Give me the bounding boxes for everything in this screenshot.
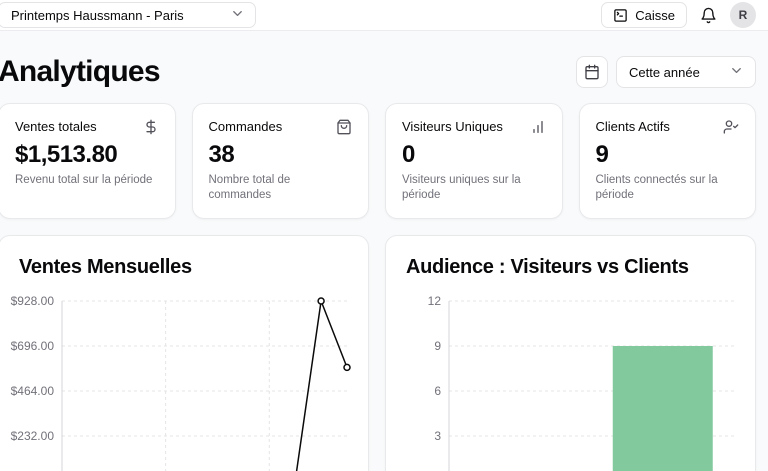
ventes-mensuelles-chart-area: $232.00$464.00$696.00$928.00JanFévMarAvr… — [7, 291, 351, 471]
svg-text:$696.00: $696.00 — [11, 339, 55, 353]
bell-icon — [700, 7, 717, 24]
stat-card-ventes-totales: Ventes totales $1,513.80 Revenu total su… — [0, 103, 176, 219]
dollar-sign-icon — [143, 119, 159, 135]
audience-card: Audience : Visiteurs vs Clients 36912Vis… — [385, 234, 756, 471]
ventes-mensuelles-chart: $232.00$464.00$696.00$928.00JanFévMarAvr… — [11, 294, 351, 471]
svg-text:6: 6 — [434, 384, 441, 398]
stat-card-clients-actifs: Clients Actifs 9 Clients connectés sur l… — [578, 103, 756, 219]
audience-chart: 36912VisiteursClients — [428, 294, 734, 471]
chevron-down-icon — [729, 63, 744, 81]
stat-description: Clients connectés sur la période — [595, 174, 718, 201]
caisse-button[interactable]: Caisse — [601, 2, 687, 28]
stat-card-visiteurs-uniques: Visiteurs Uniques 0 Visiteurs uniques su… — [385, 103, 563, 219]
stat-label: Commandes — [208, 119, 283, 134]
svg-text:12: 12 — [428, 294, 442, 308]
period-selector[interactable]: Cette année — [616, 56, 756, 88]
chevron-down-icon — [230, 6, 245, 24]
bar-chart-icon — [530, 119, 546, 135]
calendar-button[interactable] — [576, 56, 608, 88]
svg-text:3: 3 — [434, 429, 441, 443]
stat-description: Revenu total sur la période — [15, 174, 153, 186]
stat-value: 9 — [595, 141, 609, 168]
terminal-icon — [613, 8, 628, 23]
page-header: Analytiques Cette année — [0, 55, 756, 89]
chart-title-audience: Audience : Visiteurs vs Clients — [406, 255, 689, 278]
user-check-icon — [723, 119, 739, 135]
page-title: Analytiques — [0, 55, 161, 88]
avatar[interactable]: R — [730, 2, 756, 28]
svg-text:$232.00: $232.00 — [11, 429, 55, 443]
charts-grid: Ventes Mensuelles $232.00 $464.00 $696.00 $… — [0, 234, 756, 471]
chart-title-ventes-mensuelles: Ventes Mensuelles — [19, 255, 192, 278]
stat-label: Ventes totales — [15, 119, 97, 134]
calendar-icon — [584, 64, 600, 80]
stat-label: Visiteurs Uniques — [402, 119, 503, 134]
stat-description: Visiteurs uniques sur la période — [402, 174, 521, 201]
stat-value: $1,513.80 — [15, 141, 118, 168]
audience-chart-area: 36912VisiteursClients — [394, 291, 735, 471]
main-content: Analytiques Cette année Ventes t — [0, 31, 768, 471]
topbar: Printemps Haussmann - Paris Caisse R — [0, 0, 768, 31]
caisse-button-label: Caisse — [635, 7, 675, 23]
stat-value: 0 — [402, 141, 415, 168]
svg-text:$928.00: $928.00 — [11, 294, 55, 308]
topbar-actions: Caisse R — [601, 2, 756, 28]
store-selector[interactable]: Printemps Haussmann - Paris — [0, 2, 256, 28]
stats-grid: Ventes totales $1,513.80 Revenu total su… — [0, 103, 756, 219]
store-selector-value: Printemps Haussmann - Paris — [11, 7, 184, 23]
header-controls: Cette année — [576, 56, 756, 88]
shopping-bag-icon — [336, 119, 352, 135]
stat-label: Clients Actifs — [595, 119, 670, 134]
ventes-mensuelles-card: Ventes Mensuelles $232.00 $464.00 $696.00 $… — [0, 234, 369, 471]
notifications-button[interactable] — [700, 7, 717, 24]
svg-text:$464.00: $464.00 — [11, 384, 55, 398]
period-selector-value: Cette année — [629, 64, 700, 80]
svg-text:9: 9 — [434, 339, 441, 353]
stat-value: 38 — [208, 141, 235, 168]
stat-card-commandes: Commandes 38 Nombre total de commandes — [191, 103, 369, 219]
avatar-initial: R — [738, 8, 748, 22]
stat-description: Nombre total de commandes — [208, 174, 291, 201]
